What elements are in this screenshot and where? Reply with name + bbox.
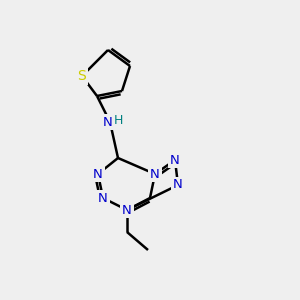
Text: H: H — [113, 113, 123, 127]
Text: N: N — [98, 191, 108, 205]
Text: N: N — [170, 154, 180, 166]
Text: N: N — [150, 167, 160, 181]
Text: S: S — [78, 69, 86, 83]
Text: N: N — [122, 203, 132, 217]
Text: N: N — [93, 167, 103, 181]
Text: N: N — [103, 116, 113, 128]
Text: N: N — [173, 178, 183, 191]
